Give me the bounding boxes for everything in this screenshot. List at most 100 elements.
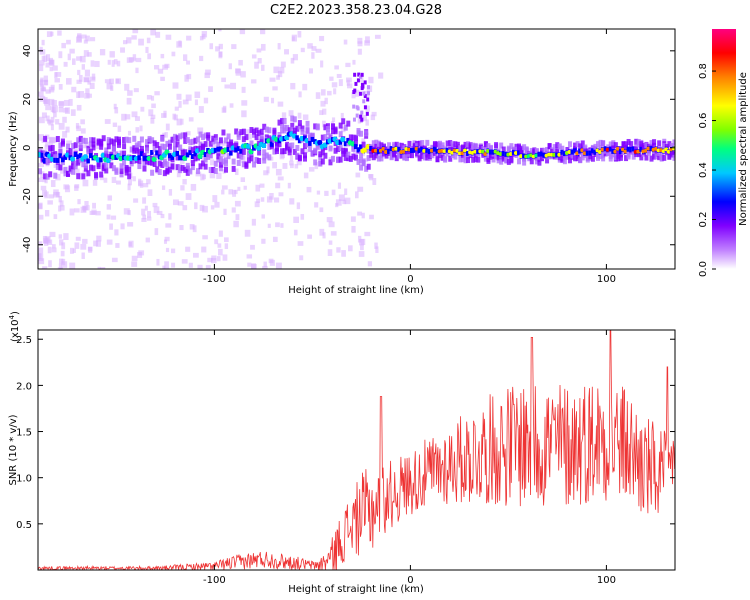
heatmap-noise-cell	[329, 76, 334, 81]
heatmap-peak-cell	[394, 146, 399, 151]
heatmap-noise-cell	[176, 93, 182, 100]
heatmap-halo-cell	[155, 141, 160, 148]
heatmap-noise-cell	[269, 193, 274, 200]
heatmap-band-cell	[236, 146, 241, 152]
heatmap-noise-cell	[320, 100, 326, 107]
heatmap-noise-cell	[188, 117, 194, 122]
heatmap-noise-cell	[76, 34, 82, 42]
heatmap-noise-cell	[38, 254, 44, 261]
heatmap-band-cell	[188, 150, 192, 156]
heatmap-halo-cell	[557, 143, 562, 150]
heatmap-streak-cell	[353, 72, 357, 77]
heatmap-halo-cell	[596, 141, 601, 148]
heatmap-halo-cell	[308, 145, 313, 152]
heatmap-noise-cell	[127, 210, 131, 216]
heatmap-noise-cell	[221, 161, 226, 168]
heatmap-noise-cell	[124, 83, 130, 91]
heatmap-noise-cell	[133, 198, 139, 203]
heatmap-noise-cell	[355, 89, 360, 97]
heatmap-noise-cell	[151, 103, 156, 109]
heatmap-noise-cell	[201, 246, 207, 253]
heatmap-halo-cell	[537, 159, 542, 166]
heatmap-noise-cell	[114, 107, 119, 114]
y-tick-label: 2.0	[16, 381, 32, 392]
heatmap-peak-cell	[623, 149, 628, 154]
heatmap-noise-cell	[94, 60, 100, 68]
heatmap-halo-cell	[346, 151, 351, 158]
heatmap-band-cell	[537, 151, 541, 157]
heatmap-noise-cell	[142, 214, 147, 220]
heatmap-noise-cell	[181, 259, 188, 264]
heatmap-band-cell	[78, 153, 83, 159]
heatmap-noise-cell	[343, 39, 348, 45]
heatmap-noise-cell	[297, 112, 302, 119]
heatmap-streak-cell	[363, 105, 367, 110]
heatmap-noise-cell	[364, 231, 371, 237]
heatmap-noise-cell	[216, 172, 222, 179]
heatmap-halo-cell	[180, 132, 185, 139]
heatmap-noise-cell	[199, 35, 204, 41]
heatmap-noise-cell	[99, 49, 106, 56]
heatmap-noise-cell	[251, 54, 257, 59]
heatmap-halo-cell	[127, 173, 132, 180]
heatmap-noise-cell	[170, 248, 176, 254]
heatmap-peak-cell	[600, 147, 605, 152]
heatmap-halo-cell	[672, 139, 675, 146]
heatmap-halo-cell	[420, 152, 425, 159]
heatmap-halo-cell	[667, 141, 672, 148]
heatmap-halo-cell	[208, 152, 213, 159]
heatmap-band-cell	[359, 144, 363, 150]
heatmap-noise-cell	[38, 247, 44, 255]
heatmap-noise-cell	[84, 200, 89, 206]
heatmap-halo-cell	[310, 150, 315, 157]
heatmap-halo-cell	[580, 154, 585, 161]
heatmap-halo-cell	[320, 149, 325, 156]
heatmap-noise-cell	[238, 59, 243, 66]
heatmap-noise-cell	[239, 29, 246, 35]
heatmap-noise-cell	[157, 68, 164, 74]
heatmap-noise-cell	[47, 246, 52, 254]
heatmap-noise-cell	[82, 170, 89, 177]
heatmap-noise-cell	[39, 49, 46, 55]
heatmap-halo-cell	[417, 140, 422, 147]
heatmap-noise-cell	[77, 69, 81, 76]
heatmap-halo-cell	[122, 143, 127, 150]
heatmap-peak-cell	[646, 146, 651, 151]
heatmap-band-cell	[593, 149, 597, 155]
heatmap-halo-cell	[226, 133, 231, 140]
heatmap-halo-cell	[88, 148, 93, 155]
heatmap-halo-cell	[575, 141, 580, 148]
heatmap-peak-cell	[557, 152, 562, 157]
heatmap-noise-cell	[84, 141, 90, 148]
heatmap-halo-cell	[86, 148, 91, 155]
heatmap-noise-cell	[371, 111, 377, 117]
heatmap-halo-cell	[262, 149, 267, 156]
heatmap-halo-cell	[374, 152, 379, 159]
heatmap-noise-cell	[48, 98, 55, 106]
heatmap-band-cell	[150, 150, 154, 156]
heatmap-halo-cell	[348, 155, 353, 162]
heatmap-halo-cell	[562, 153, 567, 160]
heatmap-noise-cell	[255, 184, 261, 192]
heatmap-noise-cell	[331, 82, 338, 88]
heatmap-halo-cell	[580, 151, 585, 158]
heatmap-noise-cell	[266, 166, 270, 174]
heatmap-halo-cell	[63, 170, 68, 177]
heatmap-noise-cell	[272, 86, 278, 91]
heatmap-streak-cell	[353, 88, 357, 93]
heatmap-noise-cell	[346, 79, 350, 86]
heatmap-band-cell	[226, 146, 231, 152]
heatmap-noise-cell	[219, 151, 226, 158]
heatmap-band-cell	[501, 151, 506, 157]
heatmap-noise-cell	[58, 234, 63, 239]
heatmap-halo-cell	[366, 155, 371, 162]
heatmap-halo-cell	[96, 139, 101, 146]
heatmap-noise-cell	[164, 132, 168, 138]
heatmap-peak-cell	[197, 153, 203, 159]
heatmap-halo-cell	[430, 144, 435, 151]
heatmap-noise-cell	[261, 238, 266, 244]
heatmap-peak-cell	[340, 136, 346, 143]
heatmap-noise-cell	[60, 205, 65, 211]
heatmap-noise-cell	[300, 47, 305, 53]
heatmap-halo-cell	[78, 135, 83, 142]
